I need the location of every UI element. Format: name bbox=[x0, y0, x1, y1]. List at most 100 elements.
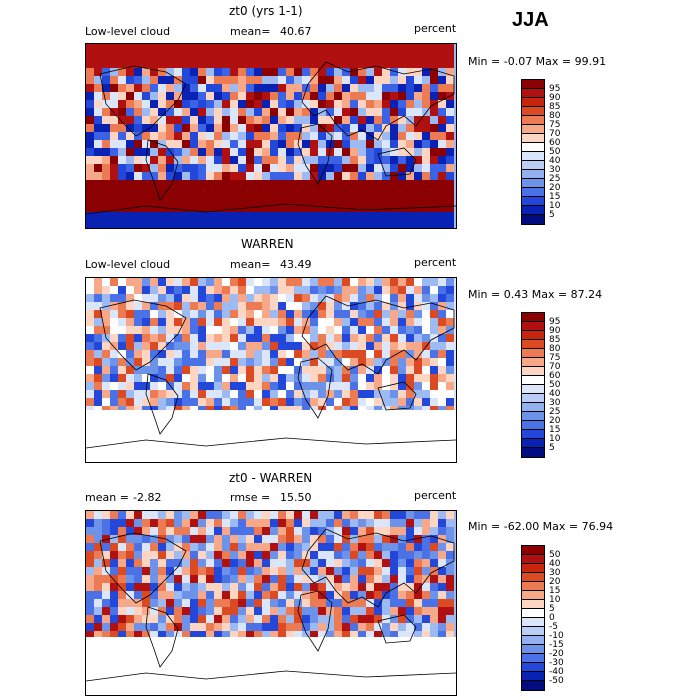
map-cell bbox=[414, 148, 422, 156]
map-cell bbox=[422, 567, 430, 575]
map-cell bbox=[110, 132, 118, 140]
map-cell bbox=[198, 286, 206, 294]
colorbar-swatch bbox=[522, 340, 544, 349]
map-cell bbox=[390, 124, 398, 132]
map-cell bbox=[382, 591, 390, 599]
map-cell bbox=[206, 302, 214, 310]
map-cell bbox=[366, 623, 374, 631]
map-cell bbox=[414, 583, 422, 591]
map-cell bbox=[142, 140, 150, 148]
map-cell bbox=[142, 350, 150, 358]
map-cell bbox=[398, 76, 406, 84]
map-cell bbox=[382, 326, 390, 334]
map-cell bbox=[382, 100, 390, 108]
map-cell bbox=[406, 583, 414, 591]
map-cell bbox=[190, 615, 198, 623]
map-cell bbox=[262, 124, 270, 132]
map-cell bbox=[438, 212, 446, 220]
map-cell bbox=[222, 294, 230, 302]
map-cell bbox=[430, 92, 438, 100]
map-cell bbox=[166, 623, 174, 631]
map-cell bbox=[390, 615, 398, 623]
map-cell bbox=[190, 302, 198, 310]
map-cell bbox=[158, 527, 166, 535]
map-cell bbox=[270, 342, 278, 350]
map-cell bbox=[398, 374, 406, 382]
colorbar-swatch bbox=[522, 349, 544, 358]
map-cell bbox=[230, 84, 238, 92]
map-cell bbox=[310, 390, 318, 398]
map-cell bbox=[278, 180, 286, 188]
map-cell bbox=[414, 124, 422, 132]
map-cell bbox=[430, 278, 438, 286]
map-cell bbox=[182, 278, 190, 286]
map-cell bbox=[318, 84, 326, 92]
map-cell bbox=[254, 286, 262, 294]
map-cell bbox=[398, 84, 406, 92]
colorbar-tick-label: 20 bbox=[549, 183, 561, 193]
map-cell bbox=[446, 398, 454, 406]
map-cell bbox=[158, 551, 166, 559]
map-cell bbox=[262, 607, 270, 615]
map-cell bbox=[334, 398, 342, 406]
map-cell bbox=[142, 92, 150, 100]
map-cell bbox=[358, 220, 366, 228]
map-cell bbox=[214, 591, 222, 599]
map-cell bbox=[230, 583, 238, 591]
map-cell bbox=[430, 212, 438, 220]
map-cell bbox=[102, 366, 110, 374]
map-cell bbox=[214, 631, 222, 639]
map-cell bbox=[190, 212, 198, 220]
colorbar-tick-label: -50 bbox=[549, 676, 564, 686]
map-cell bbox=[366, 212, 374, 220]
map-cell bbox=[86, 607, 94, 615]
map-cell bbox=[398, 543, 406, 551]
map-cell bbox=[398, 615, 406, 623]
map-cell bbox=[422, 607, 430, 615]
map-cell bbox=[134, 342, 142, 350]
map-cell bbox=[214, 615, 222, 623]
map-cell bbox=[310, 599, 318, 607]
map-cell bbox=[190, 623, 198, 631]
map-cell bbox=[326, 100, 334, 108]
map-cell bbox=[222, 374, 230, 382]
map-cell bbox=[438, 398, 446, 406]
map-cell bbox=[366, 310, 374, 318]
map-cell bbox=[310, 212, 318, 220]
colorbar-swatch bbox=[522, 591, 544, 600]
map-cell bbox=[342, 92, 350, 100]
map-cell bbox=[270, 100, 278, 108]
map-cell bbox=[382, 334, 390, 342]
map-cell bbox=[238, 196, 246, 204]
map-cell bbox=[270, 575, 278, 583]
map-cell bbox=[390, 204, 398, 212]
map-cell bbox=[422, 631, 430, 639]
map-cell bbox=[438, 583, 446, 591]
map-cell bbox=[438, 334, 446, 342]
map-cell bbox=[350, 350, 358, 358]
map-cell bbox=[310, 342, 318, 350]
map-cell bbox=[166, 220, 174, 228]
map-cell bbox=[118, 583, 126, 591]
map-cell bbox=[382, 599, 390, 607]
map-cell bbox=[230, 172, 238, 180]
map-cell bbox=[310, 108, 318, 116]
map-cell bbox=[158, 44, 166, 52]
map-cell bbox=[350, 116, 358, 124]
map-cell bbox=[358, 342, 366, 350]
map-cell bbox=[334, 44, 342, 52]
map-cell bbox=[230, 551, 238, 559]
map-cell bbox=[294, 196, 302, 204]
map-cell bbox=[230, 631, 238, 639]
map-cell bbox=[110, 551, 118, 559]
map-cell bbox=[358, 583, 366, 591]
map-cell bbox=[326, 148, 334, 156]
map-cell bbox=[86, 567, 94, 575]
map-cell bbox=[142, 575, 150, 583]
map-cell bbox=[342, 100, 350, 108]
map-cell bbox=[262, 84, 270, 92]
map-cell bbox=[438, 164, 446, 172]
map-cell bbox=[326, 132, 334, 140]
map-cell bbox=[126, 631, 134, 639]
map-cell bbox=[382, 310, 390, 318]
